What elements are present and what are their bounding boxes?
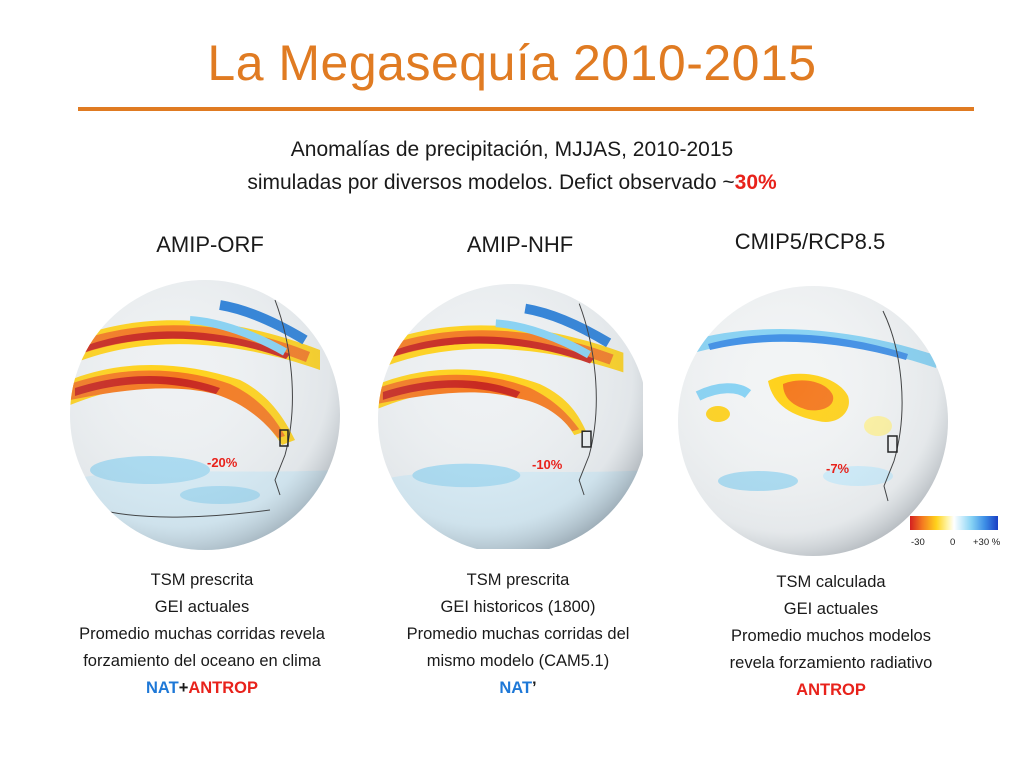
- caption-line: GEI historicos (1800): [440, 598, 596, 616]
- forcing-tag: NAT+ANTROP: [52, 675, 352, 702]
- region-anomaly-cmip5: -7%: [826, 461, 850, 476]
- legend-tick-max: +30 %: [973, 537, 1001, 548]
- panel-heading-amip-nhf: AMIP-NHF: [466, 232, 574, 257]
- caption-line: GEI actuales: [154, 598, 250, 616]
- globe-map-amip-nhf: [378, 284, 648, 554]
- forcing-tag-separator: +: [178, 679, 189, 697]
- caption-cmip5: TSM calculada GEI actuales Promedio much…: [681, 569, 981, 704]
- caption-line: Promedio muchos modelos: [731, 627, 931, 645]
- caption-amip-nhf: TSM prescrita GEI historicos (1800) Prom…: [368, 567, 668, 702]
- forcing-tag-nat: NAT: [499, 679, 533, 697]
- panel-heading-cmip5: CMIP5/RCP8.5: [734, 229, 886, 254]
- globe-map-amip-orf: [70, 280, 340, 550]
- forcing-tag: NAT’: [368, 675, 668, 702]
- caption-amip-orf: TSM prescrita GEI actuales Promedio much…: [52, 567, 352, 702]
- region-anomaly-amip-nhf: -10%: [532, 457, 563, 472]
- caption-line: TSM prescrita: [466, 571, 570, 589]
- caption-line: GEI actuales: [783, 600, 879, 618]
- forcing-tag-antrop: ANTROP: [188, 679, 258, 697]
- forcing-tag-antrop: ANTROP: [796, 681, 866, 699]
- legend-tick-min: -30: [911, 537, 925, 548]
- forcing-tag-separator: ’: [532, 679, 537, 697]
- forcing-tag-nat: NAT: [146, 679, 179, 697]
- caption-line: forzamiento del oceano en clima: [83, 652, 321, 670]
- caption-line: Promedio muchas corridas del: [406, 625, 630, 643]
- subtitle-line-2-text: simuladas por diversos modelos. Defict o…: [247, 171, 735, 194]
- caption-line: Promedio muchas corridas revela: [79, 625, 325, 643]
- caption-line: revela forzamiento radiativo: [729, 654, 933, 672]
- forcing-tag: ANTROP: [681, 677, 981, 704]
- subtitle-line-2: simuladas por diversos modelos. Defict o…: [0, 171, 1024, 195]
- color-scale-bar: [910, 516, 998, 530]
- observed-deficit-value: 30%: [734, 171, 777, 194]
- title-underline: [78, 107, 974, 111]
- caption-line: mismo modelo (CAM5.1): [426, 652, 610, 670]
- subtitle-line-1: Anomalías de precipitación, MJJAS, 2010-…: [290, 138, 734, 161]
- panel-heading-amip-orf: AMIP-ORF: [156, 232, 264, 257]
- caption-line: TSM prescrita: [150, 571, 254, 589]
- slide-title: La Megasequía 2010-2015: [207, 35, 817, 91]
- caption-line: TSM calculada: [776, 573, 886, 591]
- globe-map-cmip5: [678, 286, 948, 556]
- region-anomaly-amip-orf: -20%: [207, 455, 238, 470]
- legend-tick-zero: 0: [950, 537, 956, 548]
